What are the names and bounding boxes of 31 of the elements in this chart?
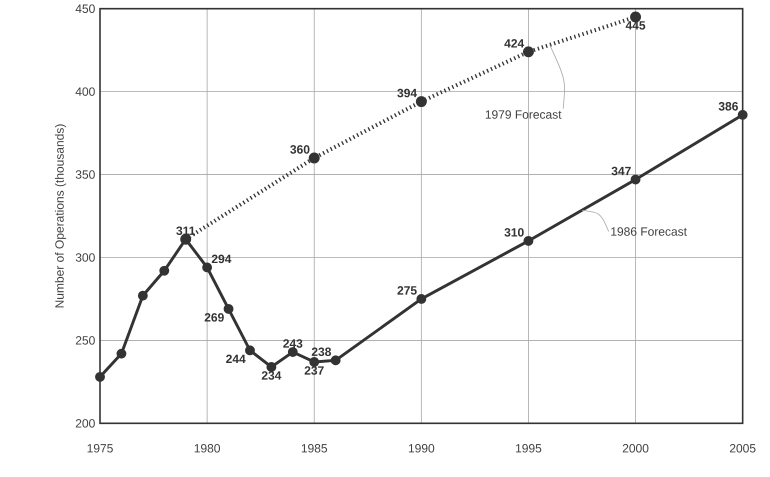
data-label: 386: [718, 102, 738, 110]
x-tick-label: 1995: [516, 444, 542, 452]
data-label: 294: [212, 254, 232, 264]
data-label: 244: [226, 354, 246, 363]
x-tick-label: 1975: [88, 444, 113, 452]
annotation: 1986 Forecast: [611, 227, 687, 236]
x-tick-label: 1990: [408, 444, 434, 452]
y-tick-label: 450: [76, 4, 95, 13]
data-label: 275: [397, 286, 417, 295]
x-tick-label: 2005: [730, 444, 756, 452]
y-tick-label: 200: [76, 418, 95, 428]
annotation: 1979 Forecast: [486, 110, 562, 119]
y-tick-label: 250: [76, 336, 95, 344]
data-label: 243: [283, 339, 302, 348]
x-tick-label: 1980: [194, 444, 220, 452]
y-axis-title: Number of Operations (thousands): [54, 124, 66, 308]
data-label: 347: [612, 166, 631, 176]
y-tick-label: 400: [76, 87, 95, 96]
data-label: 310: [504, 228, 524, 236]
data-label: 234: [262, 371, 282, 380]
data-label: 237: [304, 366, 324, 375]
x-tick-label: 2000: [622, 444, 648, 452]
data-label: 424: [504, 38, 524, 48]
data-label: 445: [626, 21, 646, 30]
y-tick-label: 300: [76, 253, 95, 262]
y-tick-label: 350: [76, 170, 95, 179]
data-label: 360: [290, 145, 310, 154]
data-label: 238: [312, 347, 332, 356]
data-label: 394: [397, 88, 417, 98]
x-tick-label: 1985: [302, 444, 328, 452]
data-label: 269: [204, 312, 224, 322]
